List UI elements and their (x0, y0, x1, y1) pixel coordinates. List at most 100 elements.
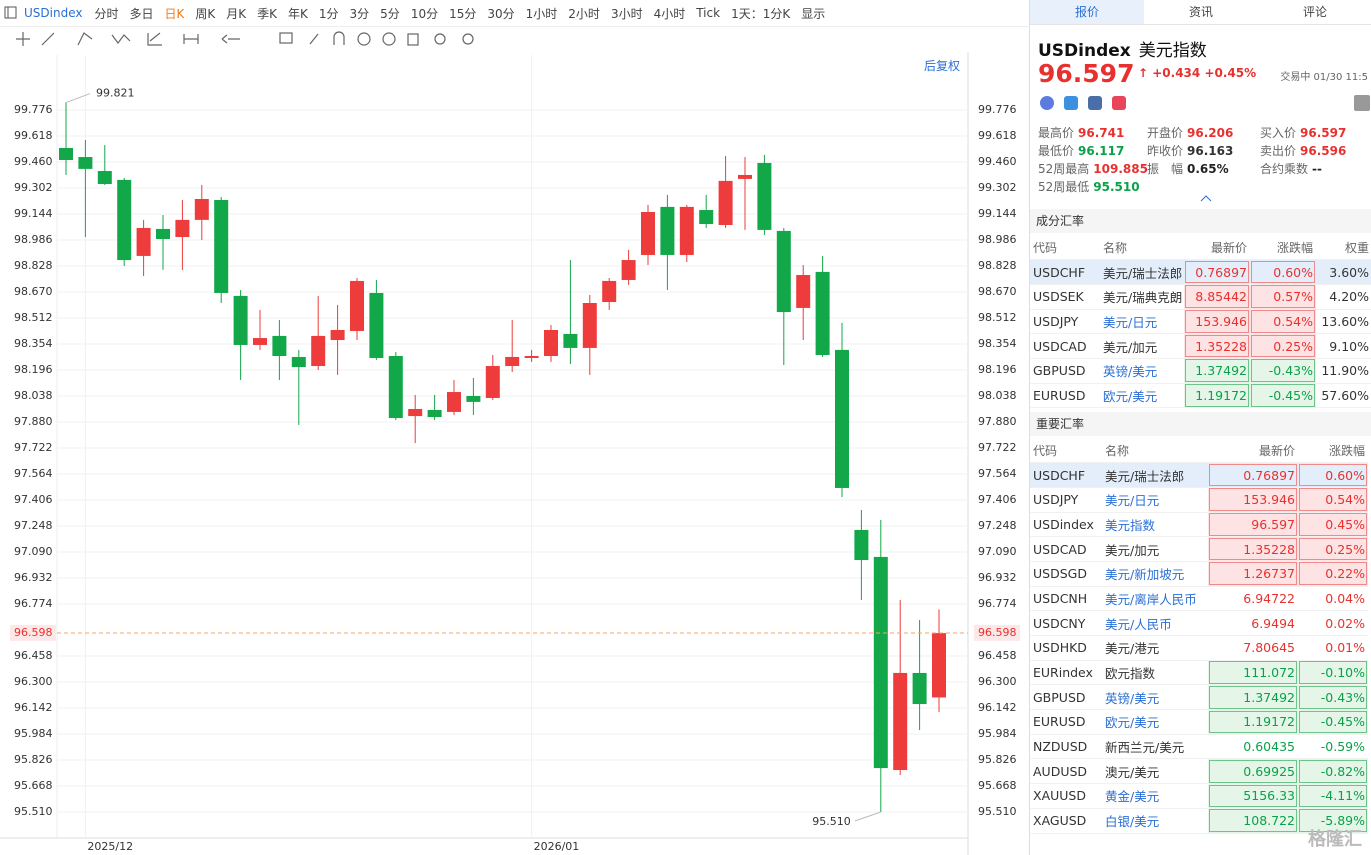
tag-icon[interactable] (1064, 96, 1078, 110)
current-price-tag (10, 624, 56, 641)
row[interactable]: USDCAD 美元/加元 1.35228 0.25% 9.10% (1030, 333, 1371, 359)
candle-body (272, 335, 287, 356)
quote-panel: 报价 资讯 评论 USDindex 美元指数 96.597 ↑ +0.434 +0.4… (1029, 0, 1371, 855)
header-cell[interactable]: 最新价 (1184, 235, 1250, 261)
row[interactable]: USDindex 美元指数 96.597 0.45% (1030, 512, 1368, 538)
row[interactable]: XAGUSD 白银/美元 108.722 -5.89% (1030, 808, 1368, 834)
header-cell[interactable]: 最新价 (1208, 438, 1298, 464)
period[interactable]: 日K (164, 6, 185, 21)
period[interactable]: 4小时 (653, 6, 686, 21)
name: 美元/日元 (1102, 487, 1208, 513)
fib-tool[interactable] (147, 32, 162, 46)
row[interactable]: USDCHF 美元/瑞士法郎 0.76897 0.60% (1030, 462, 1368, 488)
row[interactable]: NZDUSD 新西兰元/美元 0.60435 -0.59% (1030, 734, 1368, 760)
y-tick-label: 97.722 (14, 441, 53, 454)
row[interactable]: EURUSD 欧元/美元 1.19172 -0.45% (1030, 709, 1368, 735)
change: -0.10% (1298, 660, 1368, 686)
row[interactable]: AUDUSD 澳元/美元 0.69925 -0.82% (1030, 758, 1368, 785)
change: 0.45% (1298, 512, 1368, 538)
candle-body (660, 206, 675, 255)
period[interactable]: 月K (226, 6, 247, 21)
period[interactable]: 1分 (318, 6, 339, 21)
row[interactable]: GBPUSD 英镑/美元 1.37492 -0.43% 11.90% (1030, 358, 1371, 384)
y-tick-label: 98.512 (978, 311, 1017, 324)
collapse-caret[interactable] (1200, 194, 1212, 202)
stat-value: 95.510 (1093, 180, 1140, 194)
ruler-tool[interactable] (309, 33, 319, 45)
period[interactable]: 1天：1分K (731, 6, 791, 21)
stat: 卖出价 96.596 (1260, 142, 1368, 158)
stat-value: -- (1312, 162, 1322, 176)
row[interactable]: USDCNH 美元/离岸人民币 6.94722 0.04% (1030, 586, 1368, 612)
header-cell[interactable]: 涨跌幅 (1298, 438, 1368, 464)
magnet-tool[interactable] (333, 31, 345, 45)
header-cell[interactable]: 涨跌幅 (1250, 235, 1316, 261)
period[interactable]: 季K (257, 6, 278, 21)
lock-tool[interactable] (357, 32, 371, 46)
range-tool[interactable] (183, 34, 199, 44)
tab[interactable]: 报价 (1030, 0, 1144, 24)
period[interactable]: 2小时 (568, 6, 600, 21)
row[interactable]: XAUUSD 黄金/美元 5156.33 -4.11% (1030, 783, 1368, 809)
y-tick-label: 99.144 (978, 207, 1017, 220)
hide-tool[interactable] (382, 32, 396, 46)
arrow-tool[interactable] (221, 34, 240, 44)
path-tool[interactable] (77, 32, 93, 46)
web-icon[interactable] (1040, 96, 1054, 110)
header-cell: 代码 (1030, 438, 1102, 464)
period[interactable]: 15分 (449, 6, 477, 21)
compare-tool[interactable] (434, 33, 446, 45)
row[interactable]: USDCHF 美元/瑞士法郎 0.76897 0.60% 3.60% (1030, 259, 1371, 285)
favorite-icon[interactable] (1112, 96, 1126, 110)
stat-label: 卖出价 (1260, 144, 1297, 158)
period[interactable]: 5分 (380, 6, 400, 21)
price: 1.35228 (1208, 536, 1298, 562)
header-cell[interactable]: 权重 (1316, 235, 1371, 261)
news-icon[interactable] (1088, 96, 1102, 110)
note-tool[interactable] (279, 32, 293, 44)
code: USDJPY (1030, 309, 1100, 335)
row[interactable]: USDHKD 美元/港元 7.80645 0.01% (1030, 635, 1368, 661)
row[interactable]: EURUSD 欧元/美元 1.19172 -0.45% 57.60% (1030, 383, 1371, 409)
stat: 合约乘数 -- (1260, 160, 1368, 176)
row[interactable]: EURindex 欧元指数 111.072 -0.10% (1030, 660, 1368, 686)
y-tick-label: 95.668 (978, 779, 1017, 792)
name: 欧元/美元 (1102, 709, 1208, 735)
stat-label: 开盘价 (1147, 126, 1184, 140)
row[interactable]: USDJPY 美元/日元 153.946 0.54% 13.60% (1030, 309, 1371, 335)
period[interactable]: 周K (195, 6, 216, 21)
row[interactable]: GBPUSD 英镑/美元 1.37492 -0.43% (1030, 684, 1368, 711)
stat: 最低价 96.117 (1038, 142, 1147, 158)
period[interactable]: 3小时 (610, 6, 643, 21)
period[interactable]: 1小时 (525, 6, 558, 21)
delete-tool[interactable] (407, 33, 419, 46)
period[interactable]: 年K (288, 6, 308, 21)
period[interactable]: 多日 (129, 6, 154, 21)
price: 1.26737 (1208, 561, 1298, 587)
name: 美元指数 (1102, 512, 1208, 538)
period[interactable]: 30分 (487, 6, 515, 21)
code: EURUSD (1030, 383, 1100, 409)
period[interactable]: 分时 (94, 6, 119, 21)
tab[interactable]: 资讯 (1188, 5, 1213, 19)
alert-icon[interactable] (1354, 95, 1370, 111)
symbol[interactable]: USDindex (24, 6, 83, 20)
row[interactable]: USDCAD 美元/加元 1.35228 0.25% (1030, 536, 1368, 562)
period[interactable]: Tick (696, 6, 721, 20)
row[interactable]: USDSGD 美元/新加坡元 1.26737 0.22% (1030, 561, 1368, 587)
row[interactable]: USDCNY 美元/人民币 6.9494 0.02% (1030, 610, 1368, 636)
wave-tool[interactable] (111, 34, 131, 44)
weight: 4.20% (1316, 284, 1371, 310)
period[interactable]: 显示 (801, 6, 826, 21)
period[interactable]: 10分 (410, 6, 439, 21)
row[interactable]: USDJPY 美元/日元 153.946 0.54% (1030, 487, 1368, 513)
line-tool[interactable] (41, 32, 55, 46)
move-tool[interactable] (16, 32, 30, 46)
adjust-mode[interactable]: 后复权 (924, 59, 961, 73)
layout-icon[interactable] (4, 6, 18, 20)
stat-value: 109.885 (1093, 162, 1148, 176)
period[interactable]: 3分 (349, 6, 370, 21)
row[interactable]: USDSEK 美元/瑞典克朗 8.85442 0.57% 4.20% (1030, 284, 1371, 310)
settings-tool[interactable] (462, 33, 474, 45)
tab[interactable]: 评论 (1302, 5, 1327, 19)
